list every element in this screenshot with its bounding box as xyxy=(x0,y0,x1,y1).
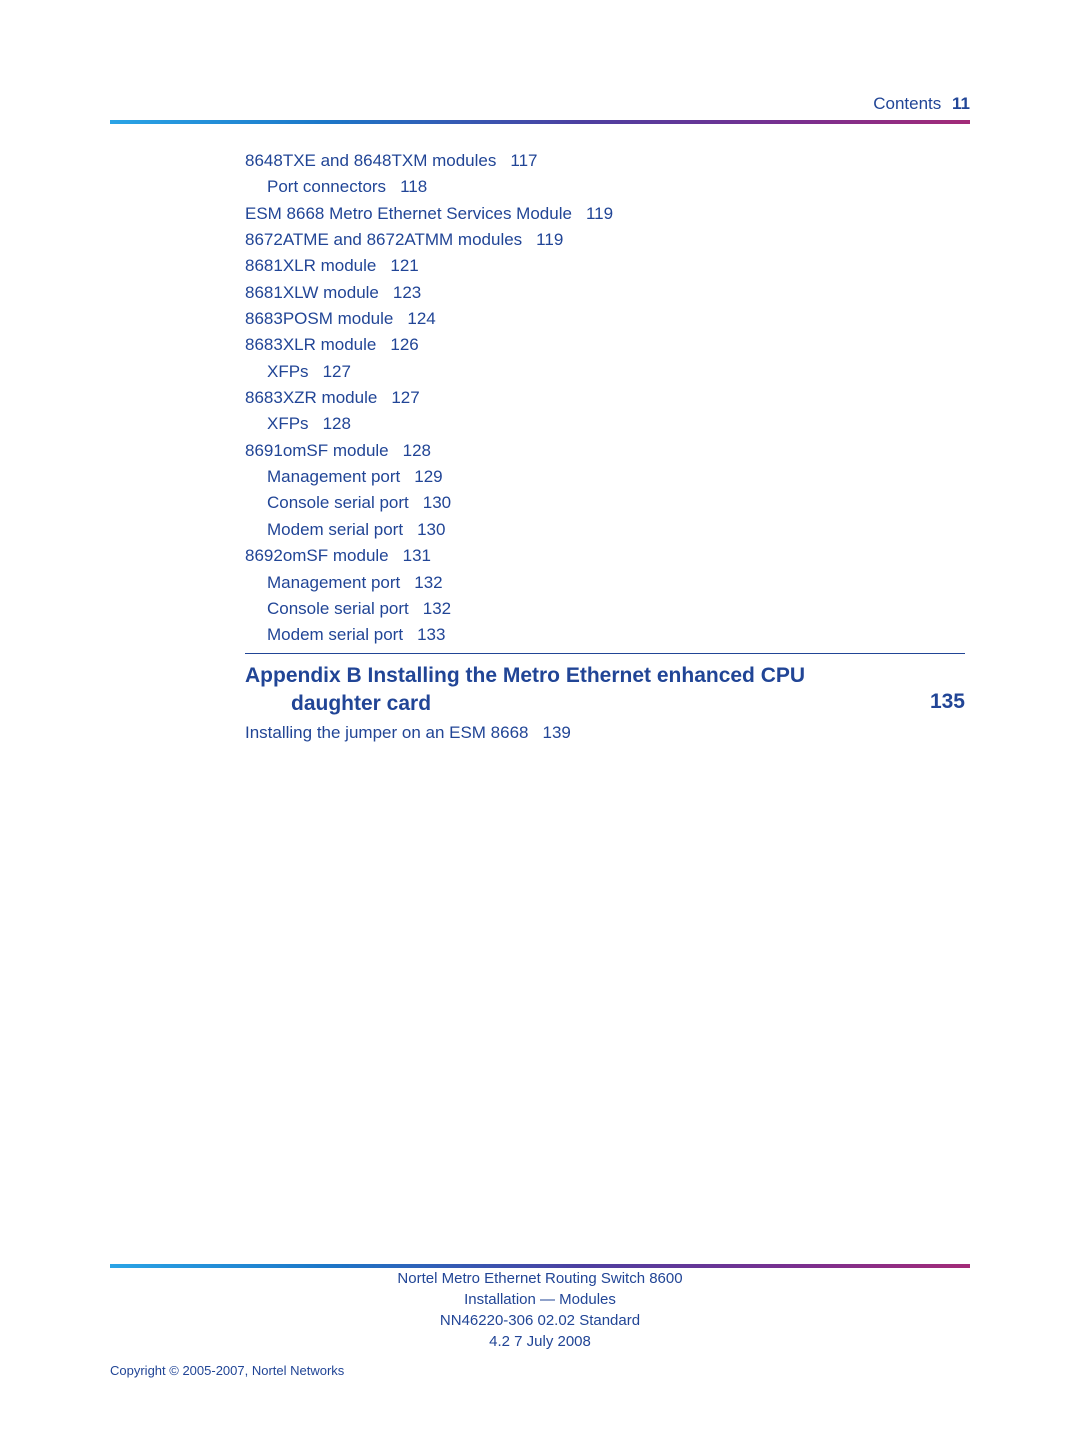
header-section-label: Contents xyxy=(873,94,941,113)
toc-entry-page: 117 xyxy=(510,151,537,170)
toc-entry-page: 139 xyxy=(543,723,571,742)
toc-entry[interactable]: 8683POSM module 124 xyxy=(245,306,965,332)
footer-line-2: Installation — Modules xyxy=(110,1289,970,1310)
toc-entry-page: 128 xyxy=(403,441,431,460)
toc-entry-page: 128 xyxy=(323,414,351,433)
page-header: Contents 11 xyxy=(110,94,970,114)
page-footer: Nortel Metro Ethernet Routing Switch 860… xyxy=(110,1268,970,1352)
footer-line-1: Nortel Metro Ethernet Routing Switch 860… xyxy=(110,1268,970,1289)
appendix-page-number: 135 xyxy=(930,688,965,718)
footer-line-4: 4.2 7 July 2008 xyxy=(110,1331,970,1352)
toc-entry[interactable]: Management port 129 xyxy=(267,464,965,490)
toc-entry-text: 8683XZR module xyxy=(245,388,377,407)
toc-entry[interactable]: XFPs 127 xyxy=(267,359,965,385)
toc-entry[interactable]: Management port 132 xyxy=(267,570,965,596)
toc-entry[interactable]: Modem serial port 130 xyxy=(267,517,965,543)
toc-entry-text: Console serial port xyxy=(267,493,409,512)
toc-entry-page: 119 xyxy=(586,204,613,223)
toc-entry-text: 8683POSM module xyxy=(245,309,393,328)
toc-entry-text: 8683XLR module xyxy=(245,335,376,354)
toc-entry-page: 118 xyxy=(400,177,427,196)
toc-entry-text: 8672ATME and 8672ATMM modules xyxy=(245,230,522,249)
appendix-heading[interactable]: Appendix B Installing the Metro Ethernet… xyxy=(245,662,965,719)
toc-list: 8648TXE and 8648TXM modules 117 Port conne… xyxy=(245,148,965,649)
toc-entry[interactable]: 8648TXE and 8648TXM modules 117 xyxy=(245,148,965,174)
toc-entry-page: 130 xyxy=(423,493,451,512)
toc-entry[interactable]: Console serial port 130 xyxy=(267,490,965,516)
toc-entry-text: 8691omSF module xyxy=(245,441,389,460)
toc-entry-page: 127 xyxy=(391,388,419,407)
toc-entry-page: 124 xyxy=(407,309,435,328)
toc-entry[interactable]: ESM 8668 Metro Ethernet Services Module 1… xyxy=(245,201,965,227)
toc-entry-text: XFPs xyxy=(267,414,309,433)
top-gradient-rule xyxy=(110,120,970,124)
toc-entry[interactable]: Modem serial port 133 xyxy=(267,622,965,648)
toc-entry-text: 8692omSF module xyxy=(245,546,389,565)
appendix-title-line1: Appendix B Installing the Metro Ethernet… xyxy=(245,662,805,690)
copyright-notice: Copyright © 2005-2007, Nortel Networks xyxy=(110,1363,344,1378)
toc-entry-text: 8648TXE and 8648TXM modules xyxy=(245,151,496,170)
toc-entry[interactable]: Console serial port 132 xyxy=(267,596,965,622)
toc-entry[interactable]: Port connectors 118 xyxy=(267,174,965,200)
toc-entry[interactable]: 8692omSF module 131 xyxy=(245,543,965,569)
toc-entry-text: Console serial port xyxy=(267,599,409,618)
toc-entry-page: 119 xyxy=(536,230,563,249)
toc-entry-text: Port connectors xyxy=(267,177,386,196)
toc-entry[interactable]: Installing the jumper on an ESM 8668 139 xyxy=(245,720,970,746)
toc-entry[interactable]: 8681XLW module 123 xyxy=(245,280,965,306)
toc-entry-page: 132 xyxy=(423,599,451,618)
toc-entry-page: 126 xyxy=(390,335,418,354)
toc-entry[interactable]: 8683XLR module 126 xyxy=(245,332,965,358)
toc-entry-text: 8681XLW module xyxy=(245,283,379,302)
toc-entry-text: Modem serial port xyxy=(267,625,403,644)
toc-entry-text: Management port xyxy=(267,573,400,592)
document-page: Contents 11 8648TXE and 8648TXM modules 1… xyxy=(0,0,1080,1440)
toc-entry-page: 129 xyxy=(414,467,442,486)
toc-entry[interactable]: 8683XZR module 127 xyxy=(245,385,965,411)
toc-entry[interactable]: 8681XLR module 121 xyxy=(245,253,965,279)
toc-entry-page: 131 xyxy=(403,546,431,565)
post-appendix-list: Installing the jumper on an ESM 8668 139 xyxy=(245,720,970,746)
toc-entry-text: 8681XLR module xyxy=(245,256,376,275)
toc-content: 8648TXE and 8648TXM modules 117 Port conne… xyxy=(110,148,970,747)
toc-entry-page: 123 xyxy=(393,283,421,302)
toc-entry-text: ESM 8668 Metro Ethernet Services Module xyxy=(245,204,572,223)
toc-entry[interactable]: 8672ATME and 8672ATMM modules 119 xyxy=(245,227,965,253)
appendix-title: Appendix B Installing the Metro Ethernet… xyxy=(245,662,805,719)
toc-entry-page: 121 xyxy=(390,256,418,275)
toc-entry-text: Installing the jumper on an ESM 8668 xyxy=(245,723,529,742)
toc-entry[interactable]: XFPs 128 xyxy=(267,411,965,437)
toc-entry-text: Modem serial port xyxy=(267,520,403,539)
toc-entry-page: 127 xyxy=(323,362,351,381)
toc-entry-page: 133 xyxy=(417,625,445,644)
toc-entry-text: Management port xyxy=(267,467,400,486)
footer-line-3: NN46220-306 02.02 Standard xyxy=(110,1310,970,1331)
toc-entry-text: XFPs xyxy=(267,362,309,381)
toc-entry-page: 130 xyxy=(417,520,445,539)
toc-entry-page: 132 xyxy=(414,573,442,592)
toc-entry[interactable]: 8691omSF module 128 xyxy=(245,438,965,464)
appendix-title-line2: daughter card xyxy=(245,690,805,718)
section-divider xyxy=(245,653,965,654)
header-page-number: 11 xyxy=(952,94,970,113)
